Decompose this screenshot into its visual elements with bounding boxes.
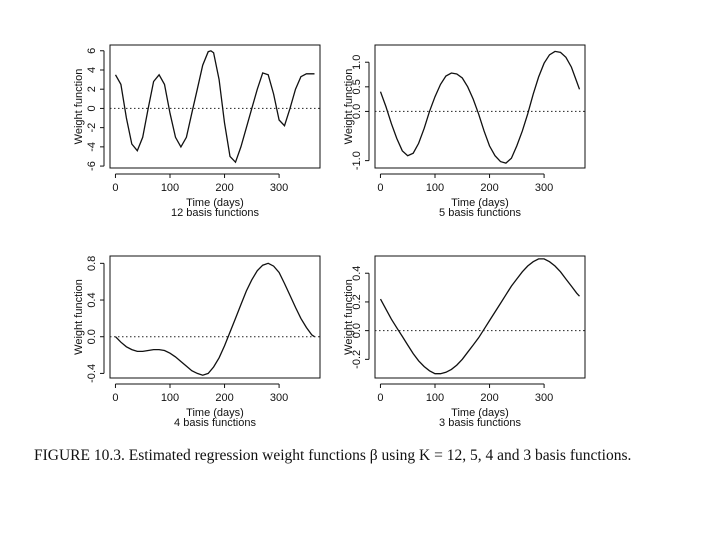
y-tick-label: 0.0: [86, 329, 98, 344]
x-tick-label: 100: [426, 392, 444, 404]
panel-subtitle: 12 basis functions: [171, 207, 260, 219]
plot-frame: [374, 44, 586, 169]
x-tick-label: 100: [161, 392, 179, 404]
x-tick-label: 0: [112, 392, 118, 404]
x-axis-title: Time (days): [451, 407, 509, 419]
y-tick-label: 0.4: [86, 292, 98, 307]
y-tick-label: 0.4: [351, 266, 363, 281]
y-tick-label: 2: [86, 86, 98, 92]
panel-subtitle: 3 basis functions: [439, 417, 521, 429]
panel-top-left: 0 100 200 300 -6 -4 -2 0 2 4 6 Weight function Time …: [73, 44, 321, 219]
x-axis-title: Time (days): [186, 407, 244, 419]
y-tick-label: 0.5: [351, 79, 363, 94]
x-tick-label: 0: [377, 392, 383, 404]
plot-frame: [374, 255, 586, 379]
x-tick-label: 0: [112, 182, 118, 194]
x-tick-label: 300: [270, 392, 288, 404]
y-tick-label: 0.2: [351, 294, 363, 309]
x-tick-label: 300: [535, 182, 553, 194]
x-axis-title: Time (days): [451, 197, 509, 209]
figure-panels: 0 100 200 300 -6 -4 -2 0 2 4 6 Weight function Time …: [73, 44, 586, 429]
x-tick-label: 0: [377, 182, 383, 194]
y-axis-title: Weight function: [73, 69, 85, 145]
x-tick-label: 300: [535, 392, 553, 404]
y-tick-label: 0.0: [351, 323, 363, 338]
y-axis-title: Weight function: [343, 69, 355, 145]
y-axis-title: Weight function: [73, 279, 85, 355]
weight-function-curve: [379, 50, 581, 164]
y-tick-label: 4: [86, 67, 98, 73]
x-tick-label: 100: [161, 182, 179, 194]
x-tick-label: 100: [426, 182, 444, 194]
panel-subtitle: 5 basis functions: [439, 207, 521, 219]
x-tick-label: 200: [215, 392, 233, 404]
panel-subtitle: 4 basis functions: [174, 417, 256, 429]
y-tick-label: 0: [86, 105, 98, 111]
y-tick-label: 0.0: [351, 104, 363, 119]
y-tick-label: -2: [86, 123, 98, 133]
y-tick-label: -1.0: [351, 151, 363, 170]
plot-frame: [109, 255, 321, 379]
x-tick-label: 300: [270, 182, 288, 194]
weight-function-curve: [115, 262, 315, 376]
y-tick-label: -0.4: [86, 364, 98, 383]
x-tick-label: 200: [480, 182, 498, 194]
y-tick-label: 1.0: [351, 55, 363, 70]
y-tick-label: 0.8: [86, 256, 98, 271]
y-tick-label: -0.2: [351, 350, 363, 369]
y-tick-label: -4: [86, 142, 98, 152]
x-tick-label: 200: [480, 392, 498, 404]
weight-function-curve: [114, 50, 315, 164]
y-tick-label: -6: [86, 161, 98, 171]
figure-caption: FIGURE 10.3. Estimated regression weight…: [34, 447, 632, 464]
y-tick-label: 6: [86, 48, 98, 54]
y-axis-title: Weight function: [343, 279, 355, 355]
chart-canvas: 0 100 200 300 -6 -4 -2 0 2 4 6 Weight function Time …: [73, 44, 586, 429]
plot-frame: [109, 44, 321, 169]
x-tick-label: 200: [215, 182, 233, 194]
weight-function-curve: [379, 258, 580, 375]
x-axis-title: Time (days): [186, 197, 244, 209]
